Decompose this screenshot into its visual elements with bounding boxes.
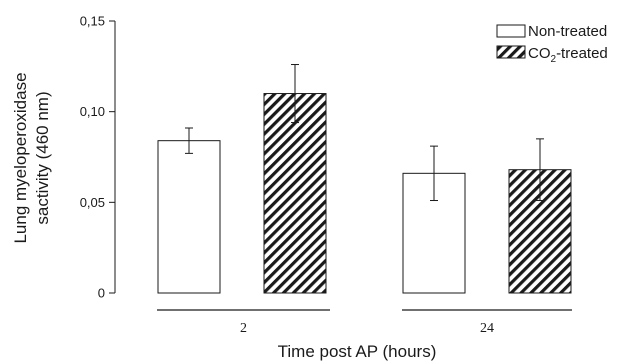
legend-label-co2-prefix: CO — [528, 45, 551, 62]
y-axis-title-line2: sactivity (460 nm) — [33, 91, 52, 224]
y-tick-label: 0,10 — [80, 104, 105, 119]
y-tick-label: 0 — [98, 286, 105, 301]
legend-swatch-non-treated — [496, 24, 526, 38]
y-axis: 0 0,05 0,10 0,15 — [80, 14, 116, 301]
legend: Non-treated CO2-treated — [496, 23, 608, 65]
x-tick-label: 2 — [240, 321, 247, 336]
legend-label-non-treated: Non-treated — [528, 23, 607, 40]
y-axis-title-line1: Lung myeloperoxidase — [11, 72, 30, 243]
bar-co2-treated — [263, 93, 327, 294]
bar-non-treated — [157, 140, 221, 294]
legend-swatch-co2-treated — [496, 45, 526, 59]
legend-label-co2-treated: CO2-treated — [528, 45, 608, 65]
legend-label-co2-subscript: 2 — [551, 54, 557, 65]
y-tick-label: 0,05 — [80, 195, 105, 210]
x-axis-groups: 2 24 — [157, 309, 572, 336]
y-tick-label: 0,15 — [80, 14, 105, 29]
legend-label-co2-suffix: -treated — [556, 45, 608, 62]
bars — [157, 64, 572, 294]
x-tick-label: 24 — [480, 321, 494, 336]
x-axis-title: Time post AP (hours) — [278, 342, 437, 361]
